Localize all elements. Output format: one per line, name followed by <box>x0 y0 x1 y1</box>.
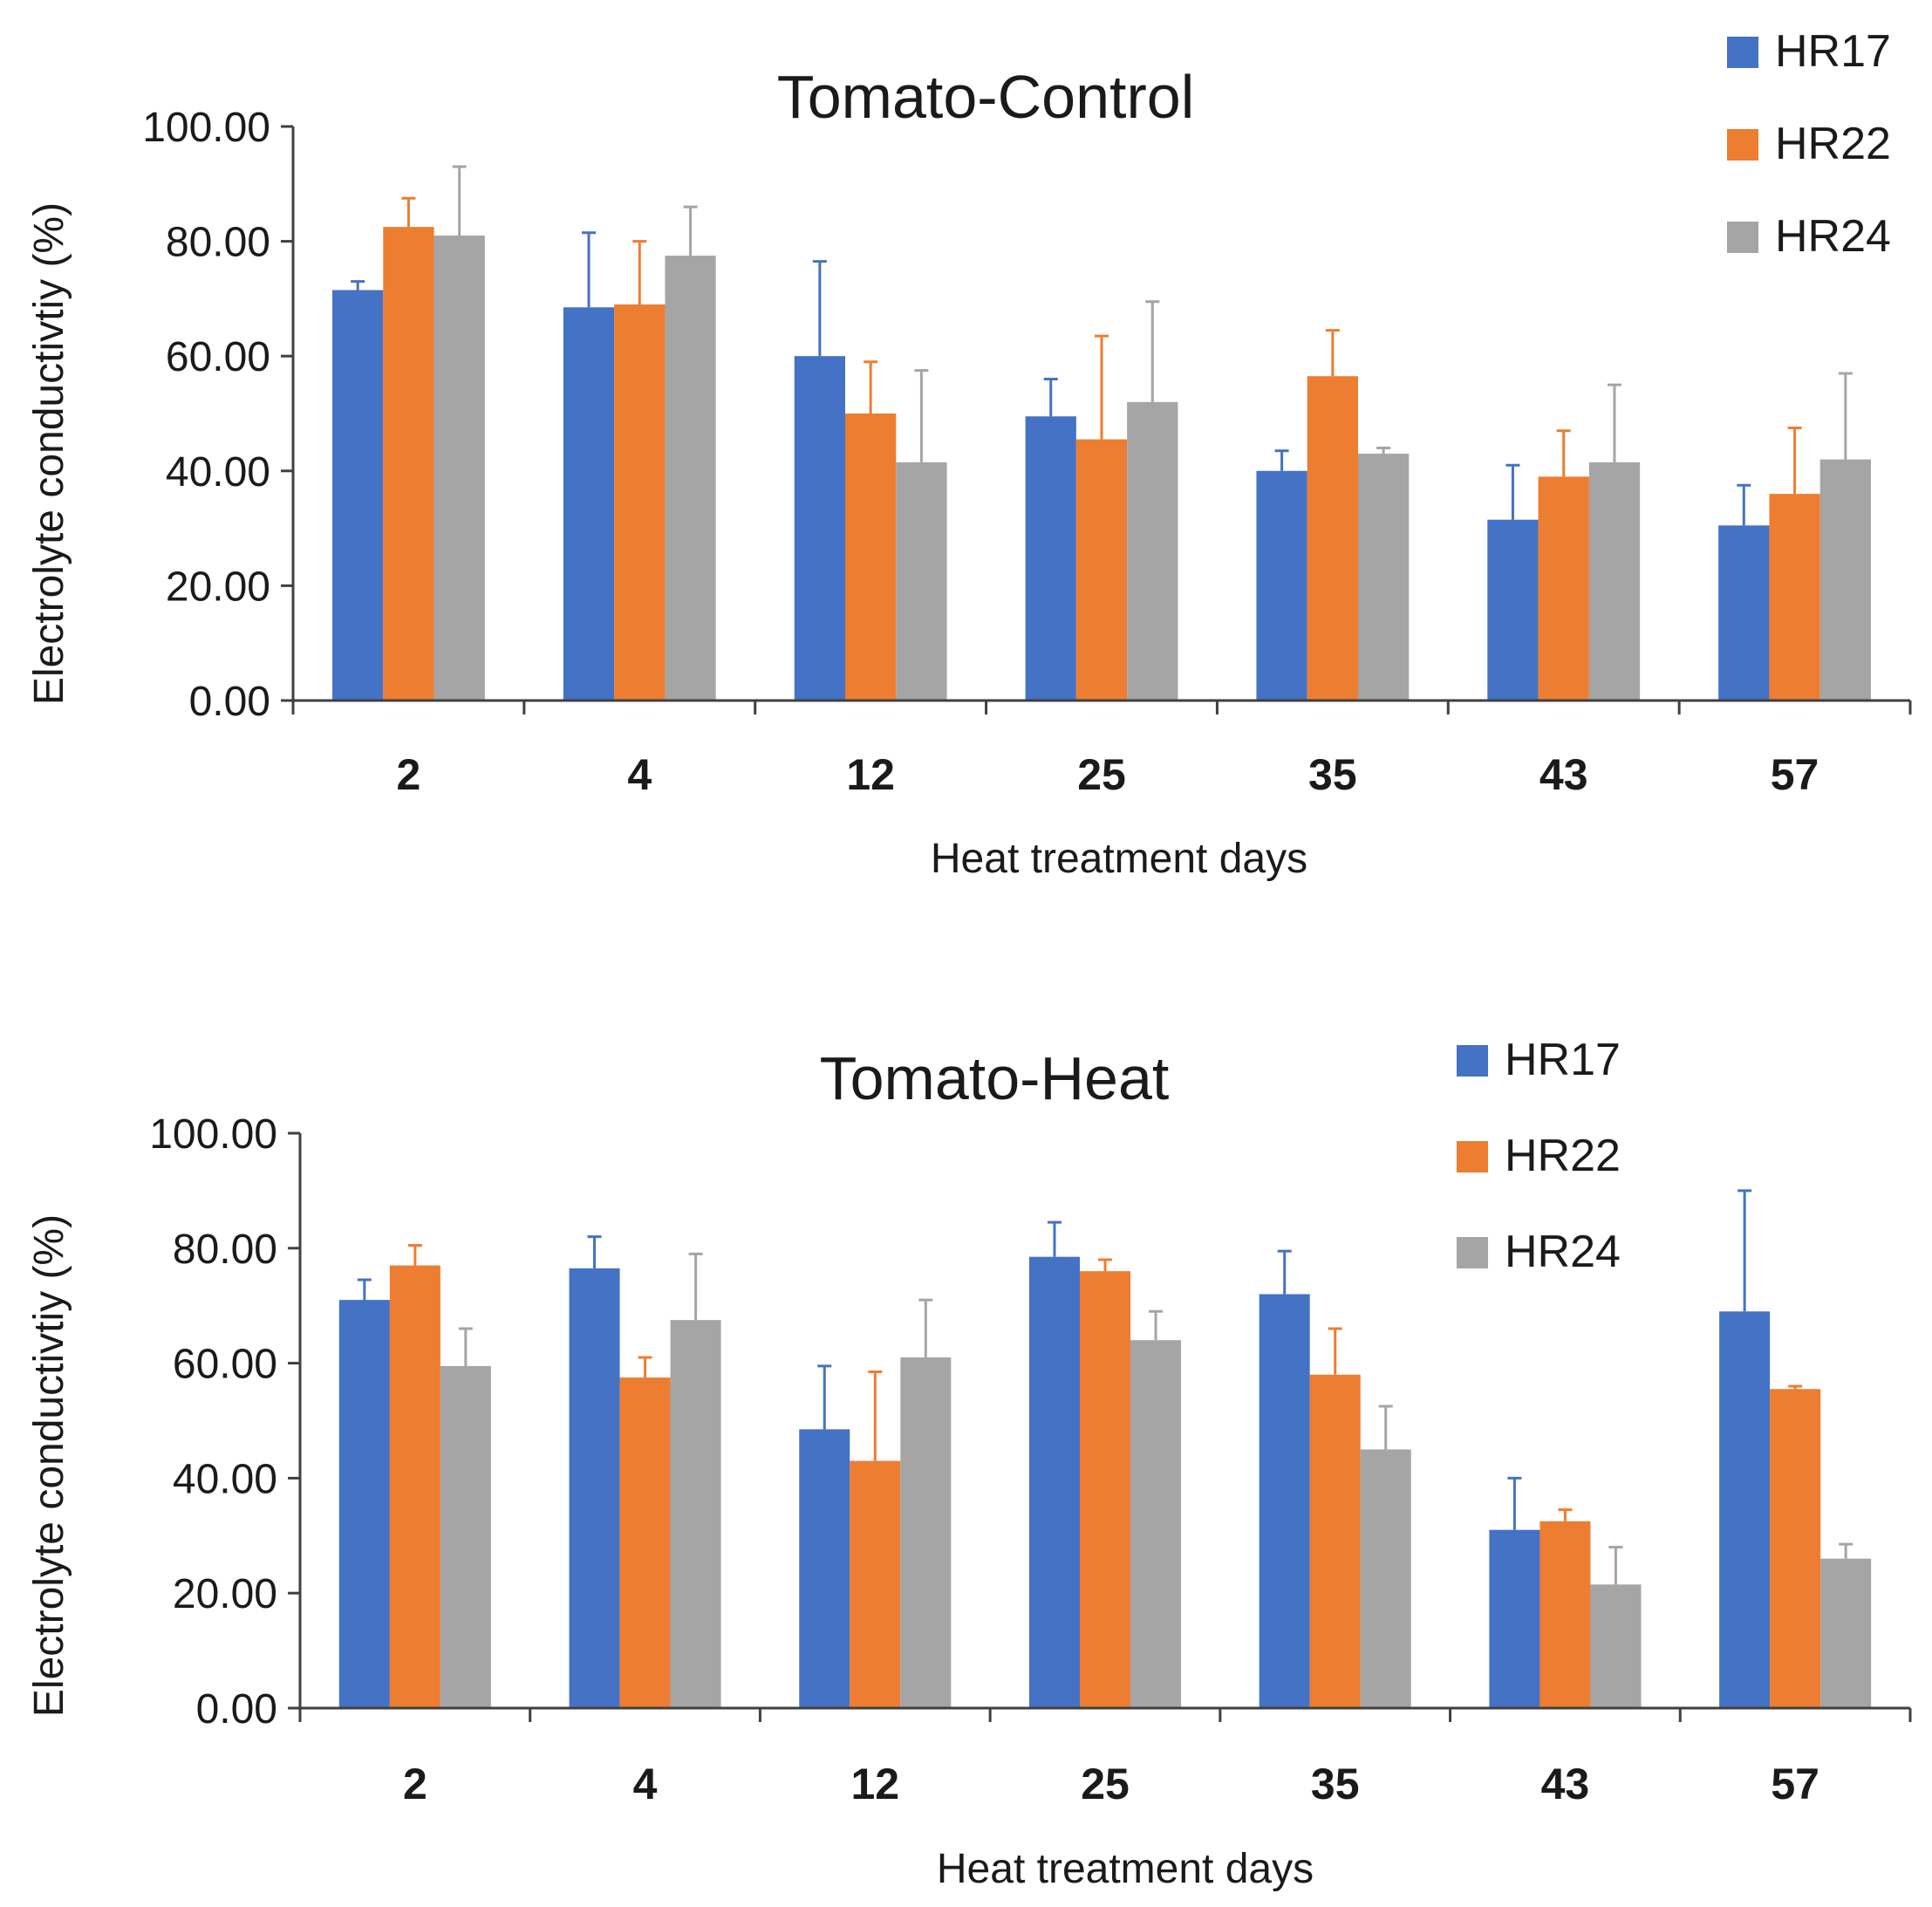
bar-hr22-day-25 <box>1079 1271 1131 1708</box>
chart-tomato-heat: Tomato-Heat Electrolyte conductivtiy (%)… <box>26 1035 1912 1892</box>
x-tick-label: 43 <box>1541 1760 1590 1808</box>
bar-hr17-day-25 <box>1025 416 1076 701</box>
legend-label-hr22: HR22 <box>1775 119 1891 169</box>
x-axis-label: Heat treatment days <box>931 836 1307 882</box>
x-tick-label: 2 <box>403 1760 427 1808</box>
legend-swatch-hr22 <box>1727 129 1758 161</box>
bar-hr17-day-12 <box>799 1429 850 1708</box>
bar-hr22-day-57 <box>1770 1389 1821 1708</box>
legend-swatch-hr24 <box>1727 222 1758 253</box>
legend-swatch-hr22 <box>1457 1141 1488 1172</box>
bar-hr17-day-4 <box>563 307 615 701</box>
y-tick-label: 100.00 <box>149 1111 277 1158</box>
chart-title: Tomato-Control <box>777 63 1195 131</box>
bar-hr24-day-25 <box>1130 1340 1182 1708</box>
y-tick-label: 20.00 <box>166 564 270 610</box>
bar-hr22-day-25 <box>1075 439 1128 701</box>
x-tick-label: 25 <box>1077 750 1126 799</box>
legend-label-hr17: HR17 <box>1505 1035 1621 1085</box>
legend-swatch-hr17 <box>1727 37 1758 68</box>
bar-hr17-day-35 <box>1256 470 1307 701</box>
bar-hr24-day-2 <box>434 236 485 701</box>
bar-hr24-day-35 <box>1357 454 1410 701</box>
bar-hr22-day-2 <box>389 1265 440 1708</box>
chart-tomato-control: Tomato-Control Electrolyte conductivtiy … <box>26 26 1912 882</box>
x-tick-label: 57 <box>1771 750 1819 799</box>
y-tick-label: 100.00 <box>142 105 270 151</box>
y-tick-label: 80.00 <box>166 220 270 266</box>
bar-hr24-day-4 <box>665 256 716 701</box>
y-tick-label: 0.00 <box>189 679 270 725</box>
x-tick-label: 43 <box>1539 750 1588 799</box>
bar-hr17-day-25 <box>1028 1256 1080 1708</box>
x-tick-label: 4 <box>633 1760 658 1808</box>
bar-hr17-day-57 <box>1719 1311 1771 1708</box>
x-tick-label: 57 <box>1771 1760 1819 1808</box>
chart-marks: 0.00 20.00 40.00 60.00 80.00 100.00 2 4 12 25 35 43… <box>149 1035 1912 1808</box>
bar-hr24-day-57 <box>1819 459 1871 701</box>
y-tick-label: 20.00 <box>173 1571 277 1617</box>
legend-label-hr24: HR24 <box>1505 1227 1621 1277</box>
bar-hr24-day-43 <box>1590 1584 1642 1708</box>
y-tick-label: 0.00 <box>196 1686 277 1733</box>
x-tick-label: 12 <box>846 750 895 799</box>
bar-hr22-day-35 <box>1307 376 1358 701</box>
x-tick-label: 25 <box>1081 1760 1130 1808</box>
legend-swatch-hr17 <box>1457 1045 1488 1077</box>
bar-hr22-day-2 <box>383 227 434 701</box>
y-tick-label: 40.00 <box>166 449 270 496</box>
legend-label-hr24: HR24 <box>1775 211 1891 262</box>
bar-hr17-day-12 <box>794 356 846 701</box>
bar-hr22-day-12 <box>850 1460 901 1708</box>
x-tick-label: 2 <box>397 750 421 799</box>
bar-hr22-day-43 <box>1539 1521 1591 1708</box>
bar-hr22-day-35 <box>1309 1374 1361 1708</box>
x-tick-label: 4 <box>627 750 652 799</box>
chart-marks: 0.00 20.00 40.00 60.00 80.00 100.00 2 4 12 25 35 43… <box>142 26 1912 799</box>
y-axis-label: Electrolyte conductivtiy (%) <box>26 202 72 705</box>
bar-hr24-day-12 <box>896 461 947 701</box>
bar-hr17-day-43 <box>1487 519 1539 701</box>
legend-label-hr17: HR17 <box>1775 26 1891 77</box>
bar-hr24-day-43 <box>1588 461 1641 701</box>
y-tick-label: 40.00 <box>173 1456 277 1502</box>
bar-hr17-day-2 <box>338 1300 390 1708</box>
bar-hr22-day-57 <box>1769 494 1820 701</box>
bar-hr22-day-43 <box>1538 476 1589 701</box>
bar-hr17-day-4 <box>569 1268 620 1708</box>
x-tick-label: 35 <box>1308 750 1357 799</box>
y-tick-label: 60.00 <box>173 1342 277 1388</box>
bar-hr17-day-35 <box>1259 1294 1310 1708</box>
bar-hr17-day-2 <box>332 290 384 701</box>
chart-title: Tomato-Heat <box>820 1044 1170 1112</box>
legend-label-hr22: HR22 <box>1505 1131 1621 1181</box>
y-axis-label: Electrolyte conductivtiy (%) <box>26 1214 72 1717</box>
bar-hr24-day-12 <box>900 1357 952 1708</box>
bar-hr22-day-4 <box>614 304 666 701</box>
bar-hr24-day-35 <box>1360 1449 1411 1708</box>
x-axis-label: Heat treatment days <box>937 1846 1314 1892</box>
x-tick-label: 35 <box>1311 1760 1360 1808</box>
y-tick-label: 60.00 <box>166 334 270 380</box>
bar-hr17-day-43 <box>1489 1529 1540 1708</box>
bar-hr17-day-57 <box>1718 525 1770 701</box>
bar-hr24-day-25 <box>1127 401 1178 701</box>
legend-swatch-hr24 <box>1457 1237 1488 1268</box>
bar-hr24-day-4 <box>670 1320 721 1708</box>
y-tick-label: 80.00 <box>173 1227 277 1273</box>
bar-hr24-day-57 <box>1820 1558 1872 1708</box>
bar-hr22-day-4 <box>619 1377 671 1708</box>
x-tick-label: 12 <box>850 1760 899 1808</box>
bar-hr24-day-2 <box>440 1365 491 1708</box>
bar-hr22-day-12 <box>845 414 897 701</box>
